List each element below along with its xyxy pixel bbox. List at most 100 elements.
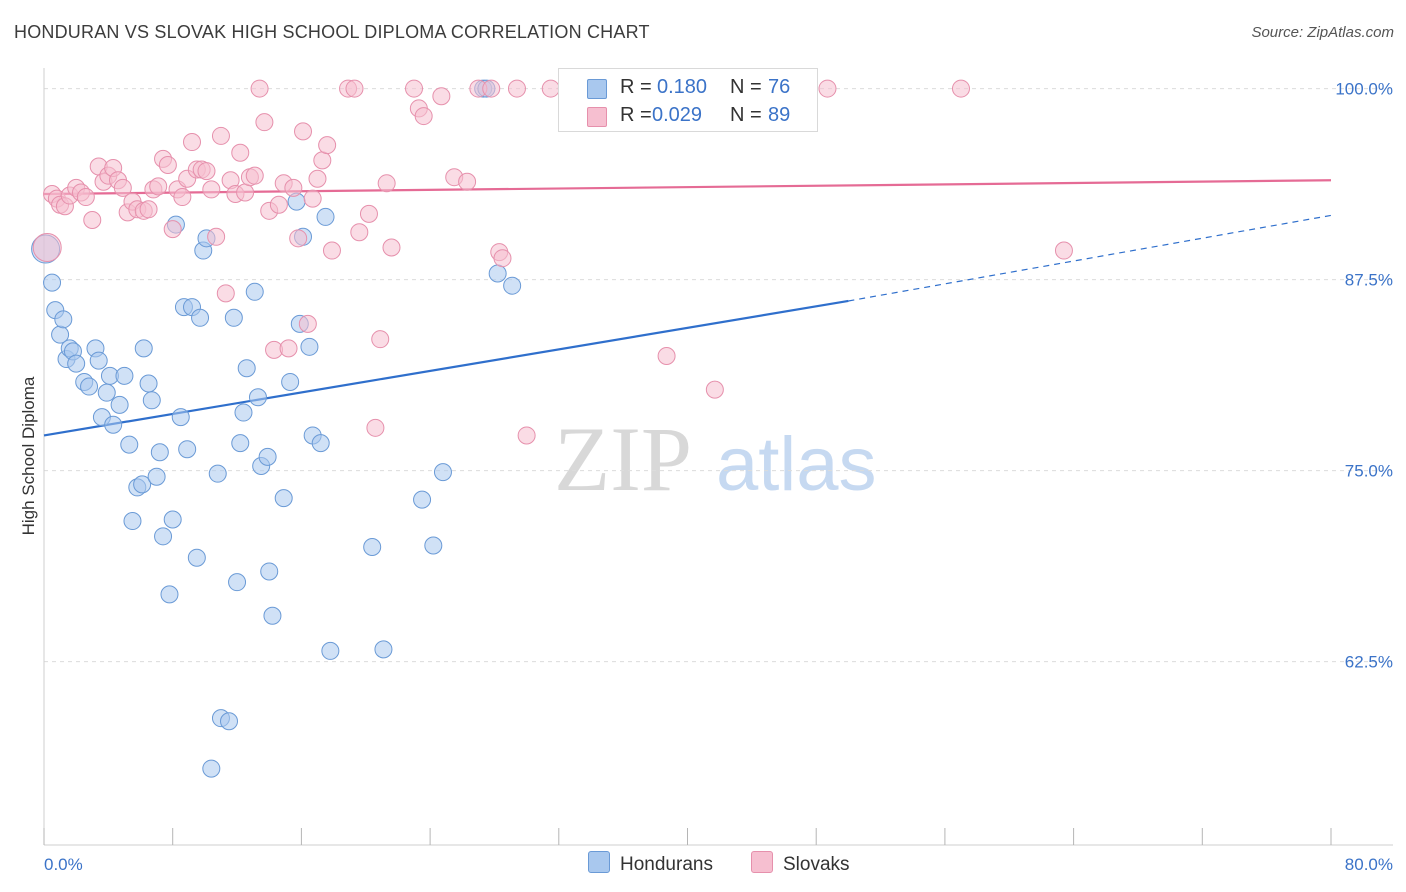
slovak-point xyxy=(289,229,308,248)
legend-swatch-slovaks xyxy=(751,851,773,873)
honduran-point xyxy=(248,388,267,407)
honduran-point xyxy=(413,490,432,509)
slovak-point xyxy=(216,284,235,303)
honduran-point xyxy=(231,434,250,453)
honduran-trend-extension xyxy=(848,214,1332,302)
honduran-point xyxy=(274,489,293,508)
honduran-point xyxy=(163,510,182,529)
slovak-point xyxy=(382,238,401,257)
slovak-point xyxy=(405,79,424,98)
legend-item-slovaks: Slovaks xyxy=(751,851,850,876)
slovak-point xyxy=(197,162,216,181)
slovak-point xyxy=(163,220,182,239)
slovak-point xyxy=(414,107,433,126)
honduran-point xyxy=(139,374,158,393)
legend-n-label: N = xyxy=(730,76,762,98)
legend-row-hondurans: R = 0.180 N = 76 xyxy=(559,73,817,101)
slovak-point xyxy=(158,155,177,174)
honduran-point xyxy=(316,207,335,226)
honduran-point xyxy=(104,415,123,434)
slovak-point xyxy=(493,249,512,268)
honduran-point xyxy=(187,548,206,567)
slovak-point xyxy=(173,188,192,207)
slovak-point xyxy=(236,183,255,202)
slovak-point xyxy=(359,204,378,223)
honduran-point xyxy=(363,538,382,557)
slovak-point xyxy=(322,241,341,260)
slovak-point xyxy=(313,151,332,170)
y-axis-label: High School Diploma xyxy=(19,376,38,535)
honduran-point xyxy=(202,759,221,778)
y-tick-label: 87.5% xyxy=(1345,271,1393,290)
honduran-point xyxy=(224,308,243,327)
honduran-point xyxy=(300,337,319,356)
slovak-point xyxy=(298,314,317,333)
honduran-point xyxy=(424,536,443,555)
slovak-point xyxy=(308,169,327,188)
honduran-point xyxy=(228,573,247,592)
slovak-point xyxy=(517,426,536,445)
slovak-point xyxy=(482,79,501,98)
honduran-point xyxy=(147,467,166,486)
source-note: Source: ZipAtlas.com xyxy=(1251,24,1394,41)
y-tick-label: 62.5% xyxy=(1345,653,1393,672)
legend-r-value: 0.029 xyxy=(652,104,703,126)
legend-swatch-pink xyxy=(587,107,607,127)
slovak-point xyxy=(303,189,322,208)
honduran-point xyxy=(245,282,264,301)
slovak-point xyxy=(245,166,264,185)
honduran-point xyxy=(311,434,330,453)
watermark-zip: ZIP xyxy=(554,408,692,510)
slovak-point xyxy=(76,188,95,207)
slovak-point xyxy=(32,232,62,262)
honduran-point xyxy=(134,339,153,358)
stats-legend: R = 0.180 N = 76 R = 0.029 N = 89 xyxy=(558,68,818,132)
honduran-point xyxy=(260,562,279,581)
honduran-point xyxy=(160,585,179,604)
honduran-point xyxy=(237,359,256,378)
honduran-point xyxy=(234,403,253,422)
legend-swatch-hondurans xyxy=(588,851,610,873)
legend-row-slovaks: R = 0.029 N = 89 xyxy=(559,101,817,129)
y-tick-label: 75.0% xyxy=(1345,462,1393,481)
slovak-point xyxy=(113,178,132,197)
honduran-point xyxy=(433,463,452,482)
slovak-point xyxy=(284,178,303,197)
slovak-point xyxy=(83,210,102,229)
honduran-point xyxy=(258,447,277,466)
slovak-point xyxy=(294,122,313,141)
slovak-point xyxy=(318,136,337,155)
slovak-point xyxy=(507,79,526,98)
slovak-point xyxy=(279,339,298,358)
slovak-point xyxy=(458,172,477,191)
slovak-trend-line xyxy=(43,179,1332,196)
honduran-point xyxy=(142,391,161,410)
honduran-point xyxy=(488,264,507,283)
honduran-point xyxy=(54,310,73,329)
slovak-point xyxy=(211,126,230,145)
honduran-point xyxy=(503,276,522,295)
legend-n-label: N = xyxy=(730,104,762,126)
honduran-point xyxy=(110,395,129,414)
honduran-point xyxy=(321,641,340,660)
chart-title: HONDURAN VS SLOVAK HIGH SCHOOL DIPLOMA C… xyxy=(14,22,650,42)
slovak-point xyxy=(149,177,168,196)
slovak-point xyxy=(1054,241,1073,260)
honduran-point xyxy=(263,606,282,625)
honduran-point xyxy=(89,351,108,370)
slovak-point xyxy=(371,330,390,349)
legend-n-value: 89 xyxy=(768,104,791,126)
slovak-point xyxy=(432,87,451,106)
legend-r-label: R = xyxy=(620,76,652,98)
slovak-point xyxy=(541,79,560,98)
slovak-point xyxy=(657,346,676,365)
slovak-point xyxy=(818,79,837,98)
x-tick-label: 0.0% xyxy=(44,855,83,874)
legend-item-hondurans: Hondurans xyxy=(588,851,713,876)
slovak-point xyxy=(139,200,158,219)
legend-label-slovaks: Slovaks xyxy=(783,854,850,875)
legend-n-value: 76 xyxy=(768,76,791,98)
slovak-point xyxy=(207,227,226,246)
honduran-point xyxy=(178,440,197,459)
slovak-point xyxy=(269,195,288,214)
